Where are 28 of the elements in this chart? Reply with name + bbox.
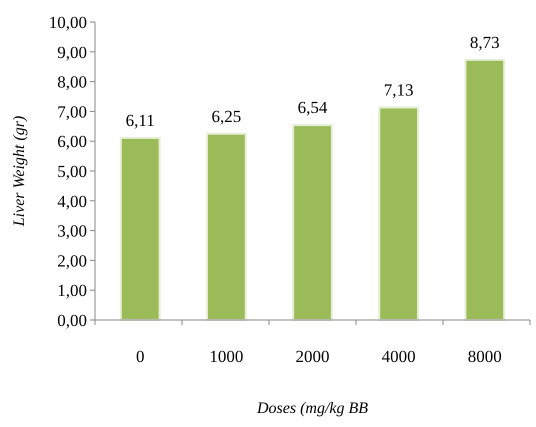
x-tick-label: 2000 <box>296 347 330 366</box>
y-axis-title: Liver Weight (gr) <box>11 116 28 228</box>
data-label: 6,11 <box>126 110 155 130</box>
bar <box>120 136 161 321</box>
x-tick-label: 4000 <box>382 347 416 366</box>
y-tick-label: 9,00 <box>57 42 87 62</box>
bar <box>292 124 333 321</box>
y-tick-label: 0,00 <box>57 310 87 330</box>
x-tick-label: 1000 <box>209 347 244 366</box>
data-label: 6,25 <box>211 106 242 126</box>
bar <box>378 106 420 321</box>
y-tick-label: 6,00 <box>57 132 87 152</box>
x-tick-label: 8000 <box>468 347 502 366</box>
y-tick-label: 4,00 <box>57 192 87 211</box>
y-tick-label: 5,00 <box>57 162 87 181</box>
y-tick-label: 10,00 <box>48 12 87 32</box>
x-axis-title: Doses (mg/kg BB <box>256 400 368 417</box>
bar <box>464 58 506 321</box>
y-tick-label: 7,00 <box>57 102 87 122</box>
data-label: 7,13 <box>384 80 414 100</box>
y-tick-label: 8,00 <box>57 72 87 92</box>
bar <box>206 132 247 321</box>
y-tick-label: 1,00 <box>57 281 87 300</box>
y-tick-label: 2,00 <box>57 251 87 270</box>
y-tick-label: 3,00 <box>57 222 87 241</box>
x-tick-label: 0 <box>136 347 144 366</box>
data-label: 8,73 <box>470 32 500 52</box>
data-label: 6,54 <box>298 98 328 118</box>
